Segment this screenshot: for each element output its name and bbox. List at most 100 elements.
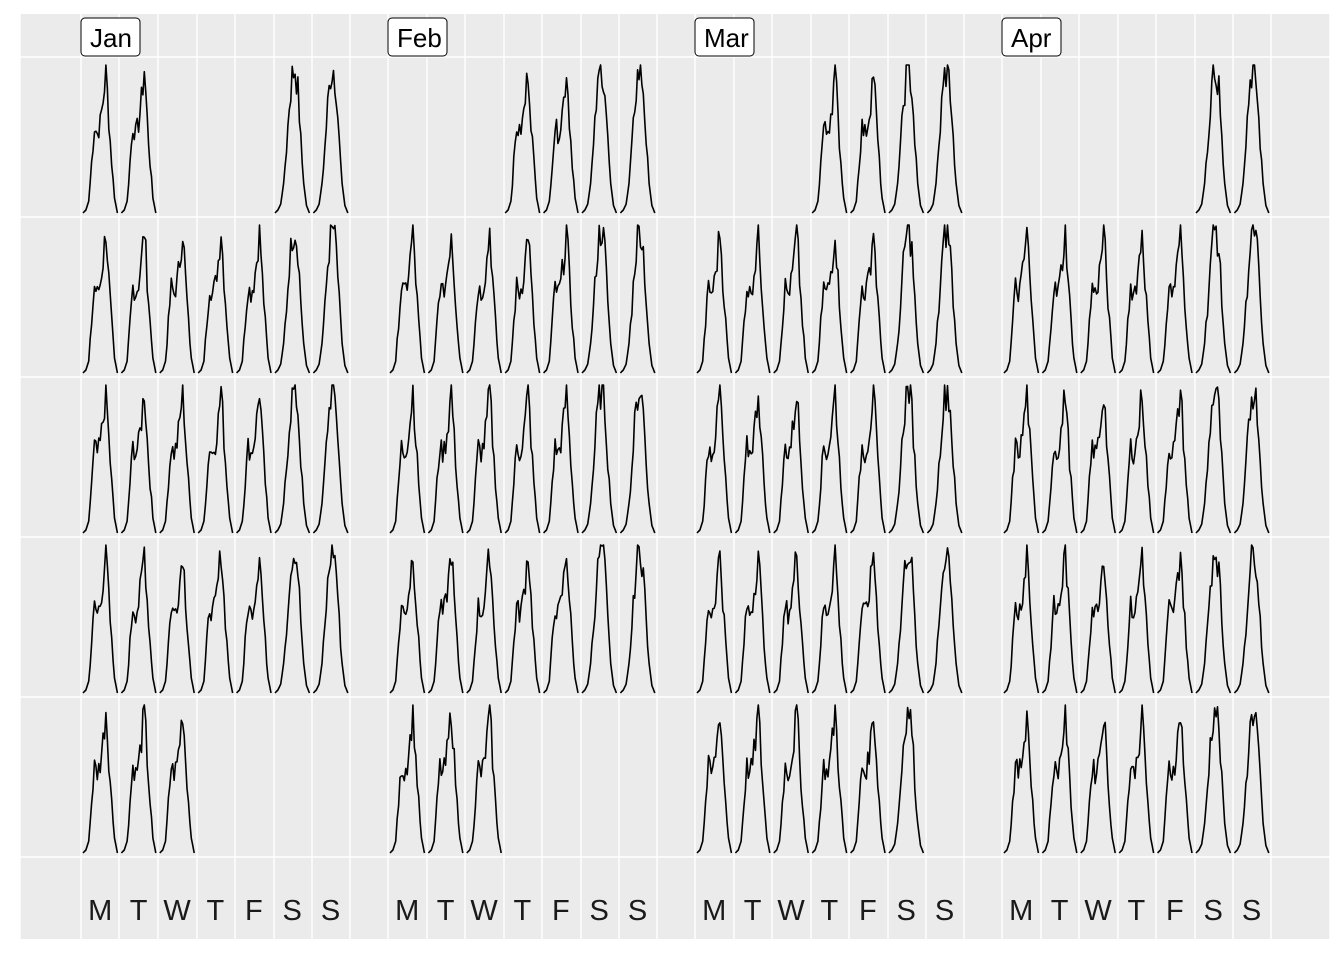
day-label: S bbox=[590, 895, 609, 927]
day-trace bbox=[82, 64, 119, 214]
day-trace bbox=[82, 544, 119, 694]
day-trace bbox=[888, 224, 925, 374]
day-trace bbox=[504, 384, 541, 534]
day-trace bbox=[543, 557, 579, 694]
day-trace bbox=[1195, 706, 1232, 854]
day-trace bbox=[1195, 386, 1232, 534]
day-trace bbox=[888, 64, 925, 214]
day-trace bbox=[1118, 546, 1155, 694]
day-trace bbox=[1041, 224, 1078, 374]
day-trace bbox=[1080, 224, 1116, 374]
day-label: F bbox=[1166, 895, 1184, 927]
day-trace bbox=[543, 224, 579, 374]
day-trace bbox=[1157, 551, 1193, 694]
day-trace bbox=[1003, 226, 1040, 374]
day-trace bbox=[773, 551, 809, 694]
day-trace bbox=[389, 559, 426, 694]
day-trace bbox=[1233, 64, 1270, 214]
day-trace bbox=[734, 395, 771, 534]
day-trace bbox=[773, 704, 809, 854]
day-trace bbox=[1157, 224, 1193, 374]
grid-lines bbox=[19, 14, 1331, 939]
day-label: T bbox=[207, 895, 225, 927]
day-trace bbox=[427, 233, 464, 374]
day-trace bbox=[1041, 389, 1078, 534]
month-label-box bbox=[1001, 17, 1062, 57]
day-trace bbox=[1118, 229, 1155, 374]
day-trace bbox=[1195, 224, 1232, 374]
day-trace bbox=[1118, 704, 1155, 854]
day-trace bbox=[734, 550, 771, 694]
day-trace bbox=[1003, 544, 1040, 694]
day-trace bbox=[274, 557, 311, 694]
day-trace bbox=[312, 544, 349, 694]
day-trace bbox=[581, 544, 618, 694]
day-trace bbox=[427, 712, 464, 854]
day-trace bbox=[811, 64, 848, 214]
day-trace bbox=[1157, 722, 1193, 854]
day-trace bbox=[811, 544, 848, 694]
day-trace bbox=[619, 544, 656, 694]
day-trace bbox=[82, 384, 119, 534]
day-trace bbox=[159, 384, 195, 534]
day-trace bbox=[504, 560, 541, 694]
day-trace bbox=[581, 64, 618, 214]
day-label: S bbox=[935, 895, 954, 927]
month-label: Feb bbox=[397, 23, 442, 53]
day-label: M bbox=[1009, 895, 1033, 927]
day-label: W bbox=[1084, 895, 1112, 927]
day-label: T bbox=[514, 895, 532, 927]
day-trace bbox=[120, 704, 157, 854]
day-trace bbox=[926, 547, 963, 694]
day-label: T bbox=[821, 895, 839, 927]
day-trace bbox=[274, 384, 311, 534]
day-label: W bbox=[470, 895, 498, 927]
day-label: S bbox=[1204, 895, 1223, 927]
day-label: T bbox=[1128, 895, 1146, 927]
day-label: T bbox=[437, 895, 455, 927]
day-label: M bbox=[702, 895, 726, 927]
day-trace bbox=[236, 397, 272, 534]
day-trace bbox=[1157, 389, 1193, 534]
day-label: M bbox=[395, 895, 419, 927]
day-trace bbox=[389, 384, 426, 534]
day-trace bbox=[850, 384, 886, 534]
day-trace bbox=[773, 224, 809, 374]
day-trace bbox=[1233, 711, 1270, 854]
day-trace bbox=[696, 722, 733, 854]
day-label: T bbox=[1051, 895, 1069, 927]
day-trace bbox=[926, 224, 963, 374]
day-trace bbox=[696, 550, 733, 694]
day-trace bbox=[1041, 544, 1078, 694]
day-trace bbox=[696, 230, 733, 374]
day-trace bbox=[543, 77, 579, 214]
day-trace bbox=[197, 385, 234, 534]
day-trace bbox=[773, 400, 809, 534]
day-trace bbox=[734, 704, 771, 854]
day-trace bbox=[1041, 704, 1078, 854]
day-label: S bbox=[283, 895, 302, 927]
day-trace bbox=[236, 556, 272, 694]
day-label: T bbox=[130, 895, 148, 927]
day-trace bbox=[696, 384, 733, 534]
day-label: W bbox=[777, 895, 805, 927]
month-label: Apr bbox=[1011, 23, 1052, 53]
day-trace bbox=[1118, 389, 1155, 534]
day-trace bbox=[1080, 721, 1116, 854]
day-trace bbox=[120, 397, 157, 534]
day-label: T bbox=[744, 895, 762, 927]
month-label: Jan bbox=[90, 23, 132, 53]
day-trace bbox=[82, 711, 119, 854]
day-trace bbox=[312, 69, 349, 214]
day-trace bbox=[619, 64, 656, 214]
month-labels: Jan Feb Mar Apr bbox=[80, 17, 1062, 57]
day-trace bbox=[120, 546, 157, 694]
day-trace bbox=[619, 224, 656, 374]
month-label-box bbox=[694, 17, 755, 57]
day-trace bbox=[466, 548, 502, 694]
day-label: S bbox=[1242, 895, 1261, 927]
day-trace bbox=[1003, 384, 1040, 534]
day-trace bbox=[159, 565, 195, 694]
day-label: M bbox=[88, 895, 112, 927]
daily-traces bbox=[82, 64, 1270, 854]
